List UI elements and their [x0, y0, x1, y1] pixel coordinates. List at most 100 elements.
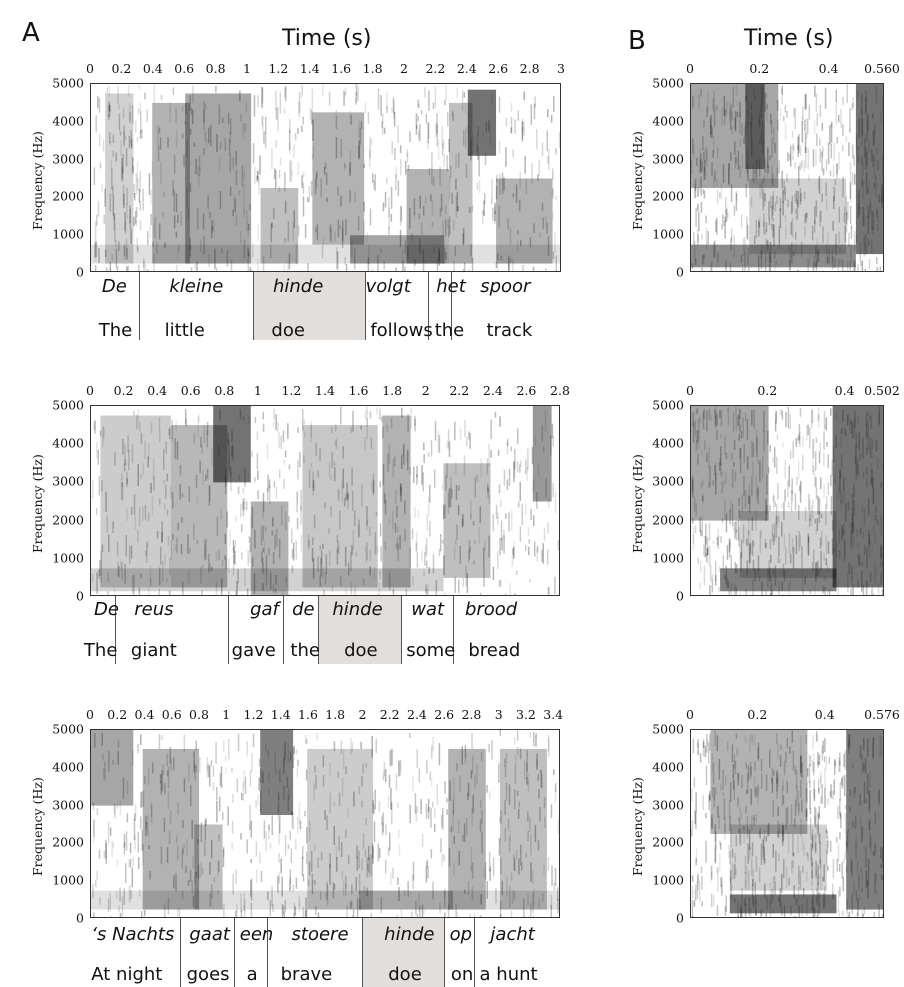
spectro-texture	[283, 108, 286, 114]
spectro-texture	[777, 830, 779, 838]
spectro-texture	[866, 547, 868, 568]
spectro-texture	[757, 783, 760, 795]
spectro-texture	[301, 84, 303, 97]
spectro-texture	[500, 520, 503, 541]
spectro-texture	[161, 734, 163, 740]
spectro-texture	[801, 837, 804, 851]
spectro-texture	[387, 453, 389, 473]
spectro-texture	[554, 783, 557, 793]
spectro-texture	[270, 223, 273, 243]
spectro-texture	[182, 819, 184, 829]
spectro-texture	[790, 221, 792, 235]
spectro-texture	[706, 149, 708, 167]
spectro-texture	[774, 501, 776, 508]
spectro-texture	[96, 808, 99, 816]
spectro-texture	[831, 538, 834, 556]
spectro-texture	[428, 167, 431, 176]
spectro-texture	[701, 267, 704, 271]
spectro-texture	[867, 581, 869, 587]
spectro-texture	[231, 444, 234, 460]
spectro-texture	[177, 244, 179, 260]
spectro-texture	[776, 733, 778, 745]
spectro-texture	[809, 781, 811, 789]
spectro-texture	[820, 210, 822, 222]
spectro-texture	[189, 869, 192, 882]
spectro-texture	[853, 594, 856, 595]
spectro-texture	[99, 430, 102, 436]
spectro-texture	[484, 540, 486, 552]
time-tick-a: 2.4	[482, 383, 503, 398]
spectro-texture	[738, 509, 740, 519]
spectro-texture	[505, 752, 508, 765]
spectro-texture	[492, 857, 495, 877]
spectro-texture	[881, 589, 883, 595]
spectro-texture	[848, 911, 851, 917]
spectro-texture	[786, 737, 789, 749]
spectro-texture	[778, 896, 780, 902]
spectro-texture	[516, 570, 518, 575]
spectro-texture	[766, 824, 769, 838]
spectro-texture	[441, 853, 443, 867]
spectro-texture	[197, 416, 199, 438]
spectro-texture	[324, 572, 327, 585]
spectro-texture	[794, 162, 797, 169]
spectro-texture	[232, 554, 235, 576]
spectro-texture	[492, 514, 495, 532]
spectro-texture	[731, 744, 734, 763]
spectro-texture	[312, 479, 314, 496]
spectro-texture	[744, 250, 746, 271]
spectro-texture	[324, 162, 327, 169]
spectro-texture	[330, 228, 333, 242]
spectro-texture	[513, 462, 516, 479]
spectro-texture	[850, 530, 853, 550]
spectro-texture	[304, 735, 307, 744]
spectro-texture	[531, 163, 533, 184]
spectro-texture	[404, 160, 407, 175]
spectro-texture	[741, 154, 744, 168]
spectro-texture	[265, 526, 267, 532]
spectro-texture	[519, 481, 522, 501]
spectro-texture	[737, 797, 739, 807]
spectro-texture	[243, 239, 246, 259]
spectro-texture	[489, 868, 491, 881]
spectro-texture	[866, 113, 869, 136]
spectro-texture	[232, 794, 234, 803]
spectro-texture	[820, 550, 822, 571]
spectro-texture	[742, 237, 745, 256]
spectro-texture	[243, 892, 245, 907]
spectro-texture	[400, 454, 403, 469]
spectro-texture	[310, 850, 313, 872]
spectro-texture	[717, 528, 720, 534]
spectro-texture	[398, 760, 400, 777]
spectro-texture	[129, 205, 131, 224]
spectro-texture	[757, 459, 759, 465]
spectro-texture	[469, 546, 471, 553]
spectro-energy-band	[499, 748, 547, 910]
spectro-texture	[878, 789, 880, 806]
spectro-texture	[390, 213, 393, 222]
spectro-texture	[817, 752, 819, 766]
spectro-texture	[427, 866, 429, 879]
spectro-texture	[138, 587, 141, 595]
spectro-texture	[321, 245, 324, 259]
spectro-texture	[364, 436, 366, 451]
spectro-texture	[401, 407, 403, 418]
spectro-texture	[371, 843, 374, 859]
spectro-texture	[240, 893, 242, 913]
spectro-texture	[311, 109, 313, 125]
spectro-texture	[822, 146, 824, 152]
spectro-texture	[250, 515, 252, 537]
spectro-texture	[791, 242, 793, 264]
spectro-texture	[873, 123, 876, 143]
spectro-texture	[116, 859, 119, 867]
spectro-texture	[772, 191, 774, 210]
spectro-texture	[339, 225, 342, 230]
spectro-texture	[123, 193, 125, 209]
spectro-texture	[317, 556, 319, 573]
spectro-texture	[449, 175, 451, 182]
spectro-texture	[238, 190, 240, 196]
spectro-texture	[745, 95, 747, 103]
spectro-texture	[119, 887, 121, 902]
spectro-texture	[788, 532, 791, 554]
spectro-texture	[278, 815, 281, 834]
